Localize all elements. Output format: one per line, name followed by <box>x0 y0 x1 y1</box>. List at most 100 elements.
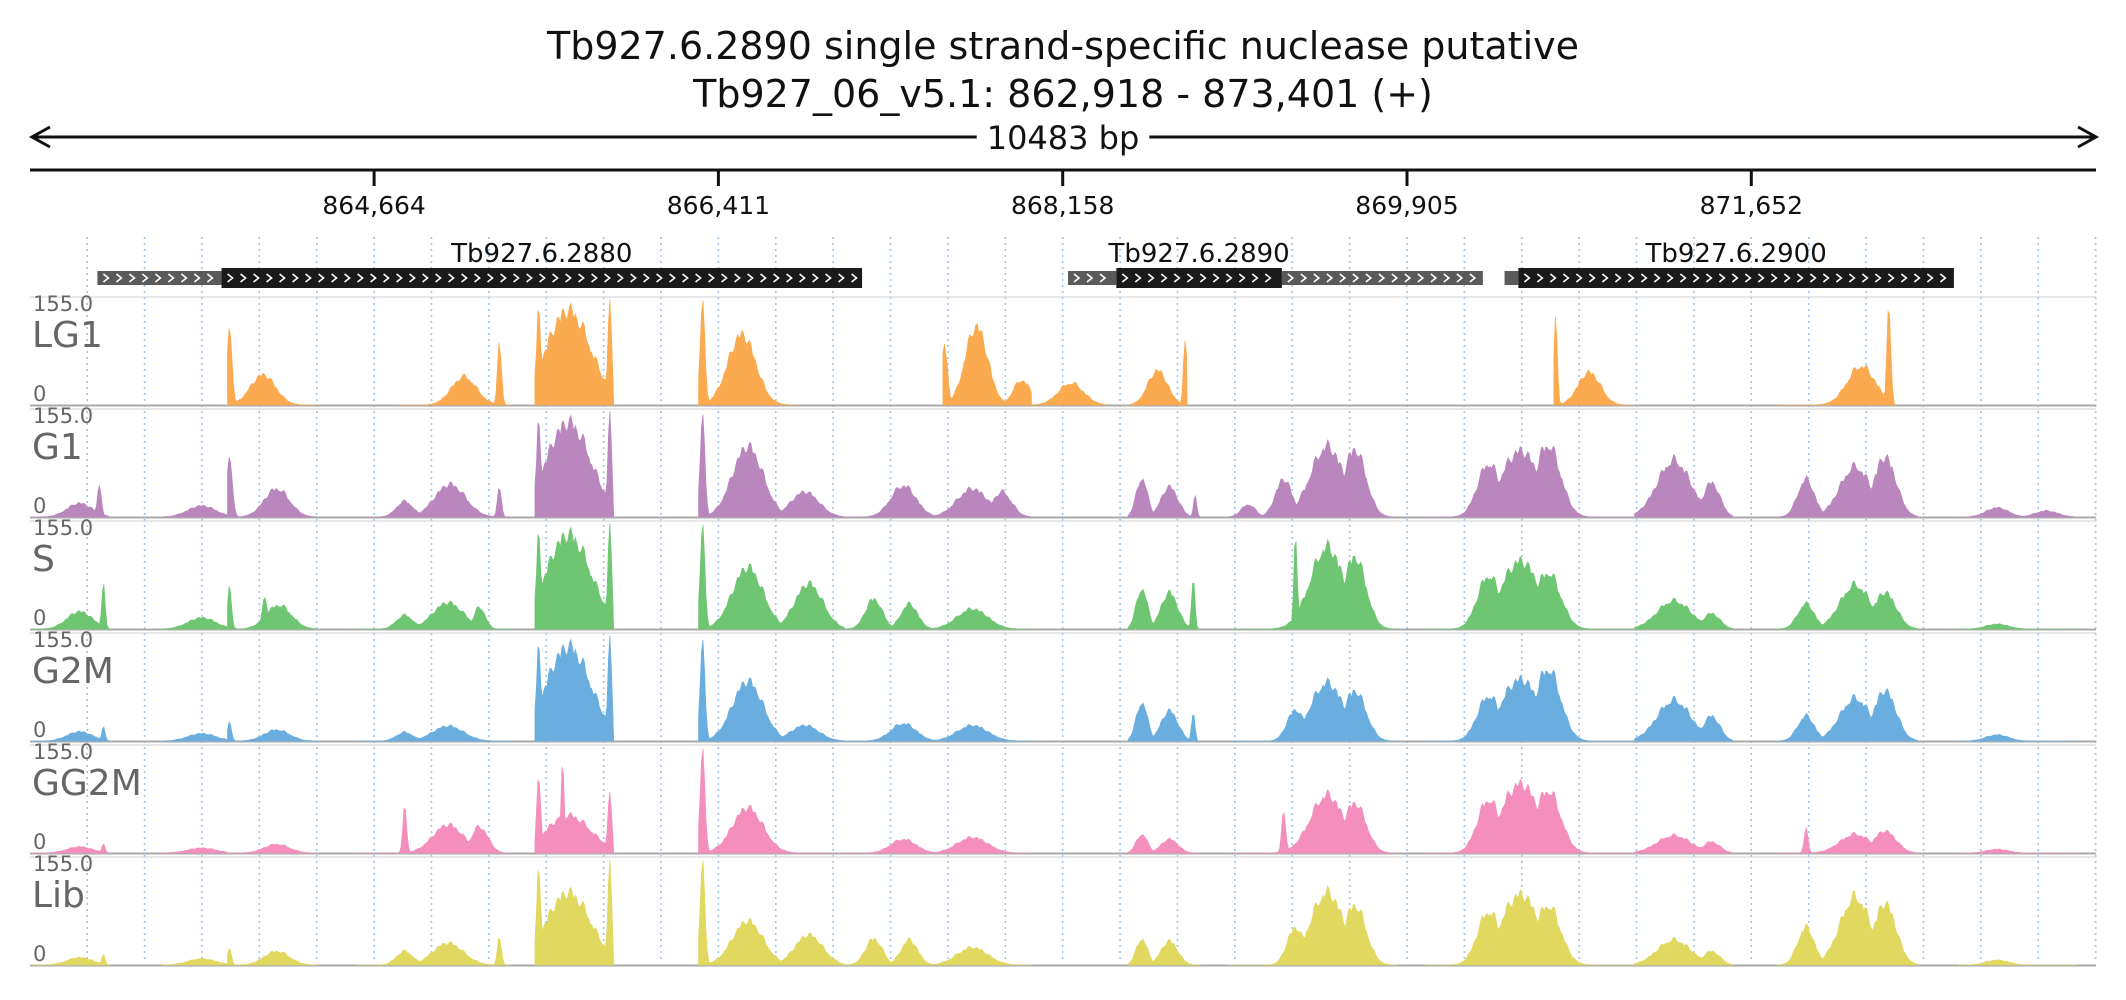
x-tick-label: 868,158 <box>1011 191 1114 220</box>
track-lib: 155.0 0 Lib <box>30 852 2096 967</box>
coverage-area <box>1127 583 1202 630</box>
coverage-area <box>1957 959 2077 966</box>
coverage-area <box>942 323 1032 406</box>
coverage-area <box>1425 669 1635 742</box>
track-g1: 155.0 0 G1 <box>30 404 2096 519</box>
track-name: LG1 <box>32 315 103 356</box>
coverage-area <box>1634 695 1734 742</box>
coverage-area <box>534 766 615 854</box>
x-tick-label: 866,411 <box>667 191 770 220</box>
coverage-area <box>1127 938 1202 966</box>
coverage-area <box>1634 597 1735 630</box>
coverage-area <box>1228 885 1399 966</box>
strand-chevrons <box>1121 273 1272 283</box>
coverage-area <box>1425 445 1635 518</box>
coverage-area <box>357 807 512 854</box>
coordinate-ticks: 864,664 866,411 868,158 869,905 871,652 <box>322 170 1803 220</box>
coverage-area <box>227 328 319 406</box>
strand-chevrons <box>102 273 214 283</box>
coverage-area <box>396 342 512 406</box>
locus-subtitle: Tb927_06_v5.1: 862,918 - 873,401 (+) <box>693 72 1433 116</box>
strand-chevrons <box>227 273 858 283</box>
track-g2m: 155.0 0 G2M <box>30 628 2096 743</box>
coverage-area <box>698 300 796 406</box>
gene-label: Tb927.6.2890 <box>1107 239 1289 269</box>
coverage-area <box>1957 623 2077 630</box>
x-tick-label: 871,652 <box>1700 191 1803 220</box>
coverage-area <box>357 481 512 518</box>
coverage-area <box>1425 889 1635 966</box>
gene-cds-box <box>221 268 863 288</box>
y-min-label: 0 <box>33 830 46 854</box>
coverage-area <box>843 598 1032 630</box>
coverage-area <box>1425 555 1635 630</box>
coverage-area <box>227 721 319 742</box>
coverage-tracks: 155.00LG1155.00G1155.00S155.00G2M155.00G… <box>30 292 2096 967</box>
coverage-area <box>357 724 512 742</box>
coverage-area <box>1228 677 1399 742</box>
coverage-area <box>1634 454 1734 518</box>
coverage-area <box>1553 316 1633 406</box>
y-max-label: 155.0 <box>33 852 93 876</box>
coverage-area <box>357 600 512 630</box>
coverage-area <box>534 522 615 630</box>
coverage-area <box>227 947 319 966</box>
coverage-area <box>161 847 228 854</box>
coverage-area <box>161 732 228 742</box>
coverage-area <box>227 586 319 630</box>
coverage-area <box>1776 688 1920 742</box>
track-name: G2M <box>32 651 114 692</box>
span-arrowhead-left <box>28 125 51 149</box>
y-max-label: 155.0 <box>33 292 93 316</box>
coverage-area <box>30 726 111 742</box>
gene-label: Tb927.6.2900 <box>1644 239 1826 269</box>
coverage-area <box>534 634 615 742</box>
coverage-area <box>227 457 319 518</box>
coverage-area <box>1776 580 1919 630</box>
coverage-area <box>844 835 1032 854</box>
span-arrow: 10483 bp <box>28 119 2100 157</box>
gene-model: Tb927.6.2880 <box>97 239 863 288</box>
coverage-area <box>1127 340 1188 406</box>
coverage-area <box>1957 734 2077 742</box>
coverage-area <box>1776 827 1919 854</box>
coverage-area <box>698 414 845 518</box>
coverage-area <box>1031 381 1107 406</box>
y-max-label: 155.0 <box>33 628 93 652</box>
coverage-area <box>1127 702 1202 742</box>
gene-cds-box <box>1116 268 1282 288</box>
coverage-area <box>844 723 1032 742</box>
gene-model: Tb927.6.2890 <box>1068 239 1483 288</box>
coverage-area <box>30 954 111 966</box>
coverage-area <box>1228 538 1399 630</box>
track-gg2m: 155.0 0 GG2M <box>30 740 2096 855</box>
track-name: Lib <box>32 875 85 916</box>
y-max-label: 155.0 <box>33 516 93 540</box>
x-tick-label: 869,905 <box>1355 191 1458 220</box>
y-min-label: 0 <box>33 942 46 966</box>
coverage-area <box>1127 834 1202 854</box>
coverage-area <box>227 843 319 854</box>
track-name: G1 <box>32 427 83 468</box>
coverage-area <box>1228 439 1399 518</box>
coverage-area <box>1634 936 1735 966</box>
gene-utr-box <box>1281 271 1483 285</box>
chart-title: Tb927.6.2890 single strand-specific nucl… <box>547 24 1579 68</box>
coverage-area <box>1776 454 1920 518</box>
x-tick-label: 864,664 <box>322 191 425 220</box>
coverage-area <box>534 298 615 406</box>
coverage-area <box>1957 506 2077 518</box>
coverage-area <box>698 639 846 742</box>
coverage-area <box>844 485 1032 518</box>
track-lg1: 155.0 0 LG1 <box>30 292 2096 407</box>
coverage-area <box>843 937 1032 966</box>
coverage-area <box>1228 789 1399 854</box>
coverage-area <box>30 843 110 854</box>
y-min-label: 0 <box>33 606 46 630</box>
coverage-area <box>698 860 845 966</box>
y-min-label: 0 <box>33 494 46 518</box>
coverage-area <box>698 748 845 854</box>
y-min-label: 0 <box>33 718 46 742</box>
coverage-area <box>30 584 110 630</box>
